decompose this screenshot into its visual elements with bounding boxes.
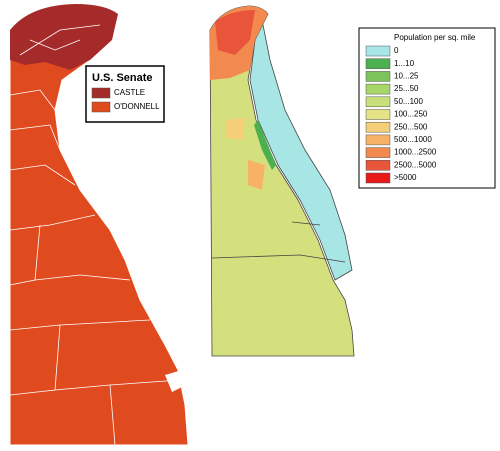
town: [225, 118, 245, 140]
legend-swatch: [365, 58, 391, 69]
legend-label: >5000: [394, 173, 417, 182]
county-line: [211, 254, 346, 263]
legend-label: 50...100: [394, 97, 423, 106]
legend-label: 10...25: [394, 72, 419, 81]
senate-legend: U.S. Senate CASTLE O'DONNELL: [85, 65, 165, 123]
legend-swatch: [365, 71, 391, 82]
legend-swatch: [365, 83, 391, 95]
legend-swatch: [91, 101, 111, 113]
castle-region: [10, 4, 118, 70]
density-legend: Population per sq. mile 0 1...10 10...25 25…: [358, 27, 496, 189]
bay: [249, 18, 353, 281]
legend-swatch: [365, 96, 391, 108]
legend-label: 0: [394, 46, 399, 55]
legend-swatch: [365, 134, 391, 146]
legend-swatch: [91, 87, 111, 99]
senate-map: [9, 3, 189, 446]
legend-swatch: [365, 172, 391, 184]
district-lines: [9, 24, 181, 446]
legend-swatch: [365, 147, 391, 158]
town: [248, 160, 265, 190]
green-band: [254, 120, 276, 170]
legend-label: 500...1000: [394, 135, 432, 144]
legend-label: 1...10: [394, 59, 415, 68]
legend-swatch: [365, 160, 391, 171]
urban-core: [215, 10, 255, 55]
legend-label: 25...50: [394, 84, 419, 93]
legend-swatch: [365, 121, 391, 133]
legend-title: U.S. Senate: [92, 72, 153, 84]
legend-label: O'DONNELL: [114, 102, 160, 111]
county-line: [291, 221, 321, 226]
legend-label: 100...250: [394, 110, 428, 119]
legend-label: CASTLE: [114, 88, 145, 97]
legend-label: 1000...2500: [394, 148, 437, 157]
legend-label: 250...500: [394, 122, 428, 131]
legend-swatch: [365, 109, 391, 120]
density-map: [209, 5, 355, 357]
inlet: [165, 370, 186, 392]
legend-label: 2500...5000: [394, 160, 437, 169]
legend-swatch: [365, 45, 391, 57]
legend-title: Population per sq. mile: [394, 33, 476, 42]
